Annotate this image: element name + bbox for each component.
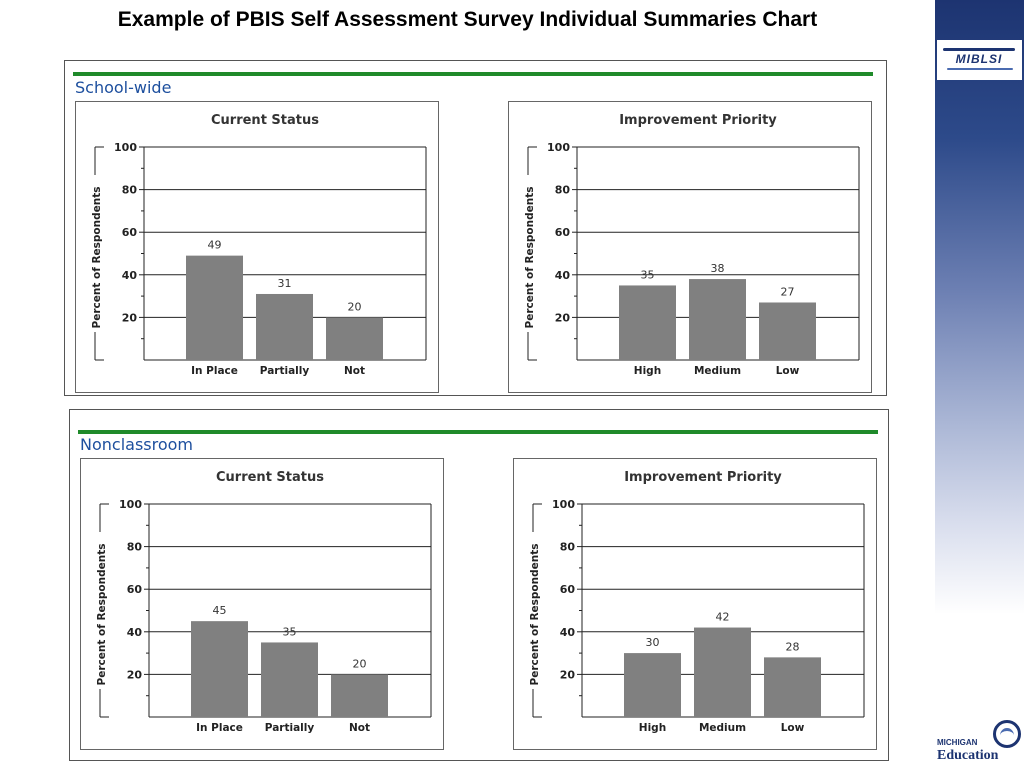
data-label: 38 — [711, 262, 725, 275]
chart-svg: Current Status 20 40 60 80 100 49 In Place 31 Par… — [91, 113, 427, 377]
y-tick-label: 40 — [127, 626, 143, 639]
data-label: 20 — [348, 300, 362, 313]
y-tick-label: 80 — [555, 184, 571, 197]
logo-swoosh — [943, 48, 1015, 51]
logo-swoosh — [947, 68, 1013, 70]
category-label: Not — [344, 365, 365, 377]
chart-nonclassroom-current-status: Current Status 20 40 60 80 100 45 In Place 35 Par… — [80, 458, 444, 750]
category-label: Not — [349, 722, 370, 734]
bar — [331, 674, 388, 717]
y-tick-label: 20 — [560, 668, 576, 681]
bar — [689, 279, 746, 360]
mde-logo-big-text: Education — [937, 748, 999, 763]
chart-title: Improvement Priority — [619, 113, 777, 128]
y-tick-label: 60 — [560, 583, 576, 596]
data-label: 31 — [278, 277, 292, 290]
data-label: 20 — [353, 657, 367, 670]
chart-svg: Current Status 20 40 60 80 100 45 In Place 35 Par… — [96, 470, 432, 734]
category-label: High — [639, 722, 666, 734]
y-tick-label: 40 — [122, 269, 138, 282]
y-tick-label: 20 — [555, 311, 571, 324]
data-label: 35 — [641, 268, 655, 281]
bar — [759, 302, 816, 360]
bar — [261, 642, 318, 717]
data-label: 35 — [283, 625, 297, 638]
data-label: 30 — [646, 636, 660, 649]
panel-label: School-wide — [75, 78, 172, 97]
panel-label: Nonclassroom — [80, 435, 194, 454]
y-axis-label: Percent of Respondents — [96, 544, 108, 686]
data-label: 49 — [208, 239, 222, 252]
category-label: Low — [781, 722, 805, 734]
y-tick-label: 40 — [555, 269, 571, 282]
data-label: 27 — [781, 285, 795, 298]
bar — [624, 653, 681, 717]
category-label: Medium — [694, 365, 741, 377]
y-tick-label: 100 — [552, 498, 575, 511]
y-tick-label: 80 — [560, 541, 576, 554]
bar — [764, 657, 821, 717]
category-label: In Place — [191, 365, 238, 377]
category-label: Medium — [699, 722, 746, 734]
chart-svg: Improvement Priority 20 40 60 80 100 30 High 42 M… — [529, 470, 865, 734]
chart-nonclassroom-improvement-priority: Improvement Priority 20 40 60 80 100 30 High 42 M… — [513, 458, 877, 750]
panel-divider — [73, 72, 873, 76]
chart-title: Current Status — [211, 113, 319, 128]
slide-title: Example of PBIS Self Assessment Survey I… — [117, 8, 818, 31]
brand-sidebar: MIBLSI MICHIGAN Education — [935, 0, 1024, 768]
bar — [256, 293, 313, 360]
bar — [326, 317, 383, 360]
chart-svg: Improvement Priority 20 40 60 80 100 35 High 38 M… — [524, 113, 860, 377]
y-tick-label: 60 — [555, 226, 571, 239]
data-label: 45 — [213, 604, 227, 617]
data-label: 42 — [716, 611, 730, 624]
category-label: In Place — [196, 722, 243, 734]
category-label: High — [634, 365, 661, 377]
miblsi-logo-text: MIBLSI — [955, 52, 1003, 66]
y-tick-label: 20 — [127, 668, 143, 681]
category-label: Low — [776, 365, 800, 377]
chart-school-wide-improvement-priority: Improvement Priority 20 40 60 80 100 35 High 38 M… — [508, 101, 872, 393]
y-tick-label: 80 — [127, 541, 143, 554]
y-tick-label: 60 — [127, 583, 143, 596]
y-tick-label: 40 — [560, 626, 576, 639]
chart-title: Current Status — [216, 470, 324, 485]
chart-school-wide-current-status: Current Status 20 40 60 80 100 49 In Place 31 Par… — [75, 101, 439, 393]
bar — [191, 621, 248, 717]
data-label: 28 — [786, 640, 800, 653]
y-tick-label: 20 — [122, 311, 138, 324]
panel-divider — [78, 430, 878, 434]
y-tick-label: 60 — [122, 226, 138, 239]
michigan-education-logo: MICHIGAN Education — [935, 718, 1024, 766]
y-tick-label: 80 — [122, 184, 138, 197]
mde-logo-small-text: MICHIGAN — [937, 738, 978, 747]
category-label: Partially — [265, 722, 315, 734]
bar — [619, 285, 676, 360]
y-axis-label: Percent of Respondents — [529, 544, 541, 686]
chart-title: Improvement Priority — [624, 470, 782, 485]
bar — [694, 627, 751, 717]
y-axis-label: Percent of Respondents — [91, 187, 103, 329]
y-tick-label: 100 — [114, 141, 137, 154]
bar — [186, 255, 243, 360]
y-tick-label: 100 — [119, 498, 142, 511]
category-label: Partially — [260, 365, 310, 377]
panel-school-wide: School-wide Current Status 20 40 60 80 100 49 I… — [64, 60, 887, 396]
miblsi-logo: MIBLSI — [937, 40, 1022, 80]
panel-nonclassroom: Nonclassroom Current Status 20 40 60 80 100 45… — [69, 409, 889, 761]
y-tick-label: 100 — [547, 141, 570, 154]
michigan-emblem-icon — [993, 720, 1021, 748]
y-axis-label: Percent of Respondents — [524, 187, 536, 329]
